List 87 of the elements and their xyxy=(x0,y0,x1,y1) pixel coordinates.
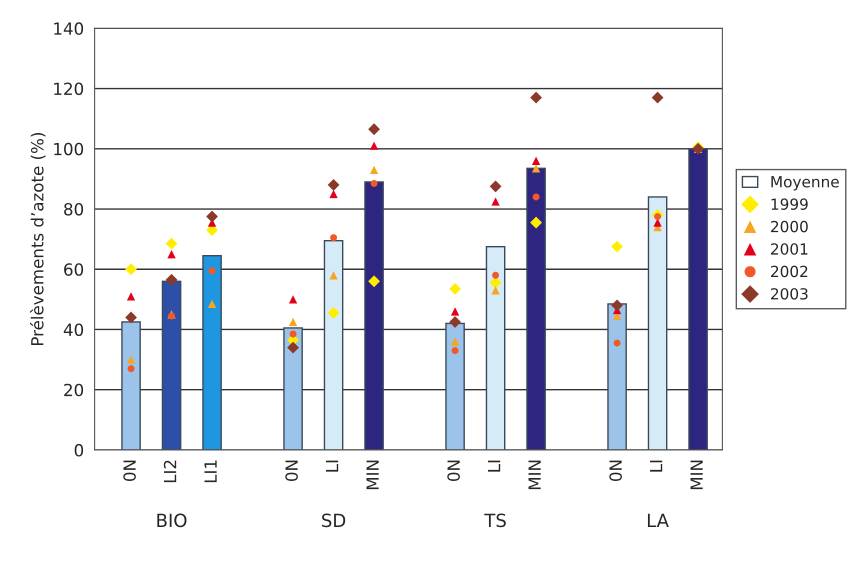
bar xyxy=(486,246,506,450)
point xyxy=(452,347,459,354)
y-tick-label: 60 xyxy=(64,263,84,276)
point xyxy=(128,365,135,372)
x-tick-label: 0N xyxy=(609,460,622,481)
legend-label: 1999 xyxy=(772,198,808,210)
bar xyxy=(324,240,344,450)
point xyxy=(532,164,540,173)
point xyxy=(370,142,378,150)
point xyxy=(206,210,218,222)
x-tick-label: MIN xyxy=(366,460,379,490)
bar xyxy=(121,321,141,450)
x-tick-label: LI xyxy=(488,460,500,472)
point xyxy=(167,250,176,258)
point xyxy=(611,300,623,312)
point xyxy=(370,180,378,187)
x-tick-label: LI xyxy=(650,460,662,472)
x-tick-label: LI2 xyxy=(164,460,176,482)
y-tick-label: 20 xyxy=(64,384,84,396)
point xyxy=(490,276,502,289)
point xyxy=(449,316,461,328)
point xyxy=(288,295,298,304)
text: SD xyxy=(322,514,346,528)
point xyxy=(368,275,380,288)
point xyxy=(288,318,298,326)
point xyxy=(530,216,542,228)
bar xyxy=(364,181,384,450)
point xyxy=(492,272,500,279)
text: BIO xyxy=(157,514,186,528)
point xyxy=(368,123,380,136)
bar xyxy=(688,148,708,450)
y-tick-label: 140 xyxy=(54,22,84,35)
y-tick-label: 40 xyxy=(64,323,84,336)
legend-label: 2001 xyxy=(771,243,808,255)
legend-label: 2003 xyxy=(771,288,808,300)
point xyxy=(490,180,502,192)
point xyxy=(208,267,216,274)
point xyxy=(652,92,664,104)
point xyxy=(491,197,500,206)
text: TS xyxy=(484,514,506,528)
bar xyxy=(202,255,222,450)
bar xyxy=(162,280,182,450)
point xyxy=(328,307,340,319)
point xyxy=(125,312,137,324)
y-tick-label: 0 xyxy=(74,444,84,457)
point xyxy=(208,300,216,308)
point xyxy=(532,193,540,200)
point xyxy=(449,282,461,295)
x-tick-label: MIN xyxy=(528,460,541,490)
point xyxy=(329,190,338,198)
point xyxy=(532,156,540,165)
x-tick-label: LI xyxy=(326,460,338,472)
point xyxy=(450,307,460,316)
legend-label: 2000 xyxy=(771,220,808,232)
point xyxy=(491,286,500,295)
bar xyxy=(607,303,627,450)
bar xyxy=(526,168,546,450)
x-tick-label: 0N xyxy=(447,460,460,481)
x-tick-label: 0N xyxy=(285,460,298,481)
point xyxy=(328,179,340,191)
point xyxy=(126,355,136,364)
point xyxy=(166,238,178,250)
x-tick-label: MIN xyxy=(690,460,703,490)
point xyxy=(614,340,621,347)
legend-label: 2002 xyxy=(771,266,808,278)
point xyxy=(290,330,297,338)
point xyxy=(530,92,542,104)
point xyxy=(287,342,299,354)
point xyxy=(125,263,137,276)
point xyxy=(329,271,338,280)
y-tick-label: 100 xyxy=(54,142,84,156)
point xyxy=(611,240,623,253)
point xyxy=(330,234,338,242)
bar xyxy=(445,322,465,450)
x-tick-label: 0N xyxy=(123,460,136,481)
y-tick-label: 80 xyxy=(64,202,84,216)
point xyxy=(166,274,178,286)
point xyxy=(450,337,460,346)
point xyxy=(126,292,136,301)
legend-label: Moyenne xyxy=(771,176,839,190)
y-axis-title: Prélèvements d’azote (%) xyxy=(30,133,46,346)
y-tick-label: 120 xyxy=(54,82,84,96)
x-tick-label: LI1 xyxy=(204,460,217,482)
bar xyxy=(283,327,303,450)
point xyxy=(370,166,378,174)
text: LA xyxy=(648,514,669,527)
bar xyxy=(648,196,668,450)
